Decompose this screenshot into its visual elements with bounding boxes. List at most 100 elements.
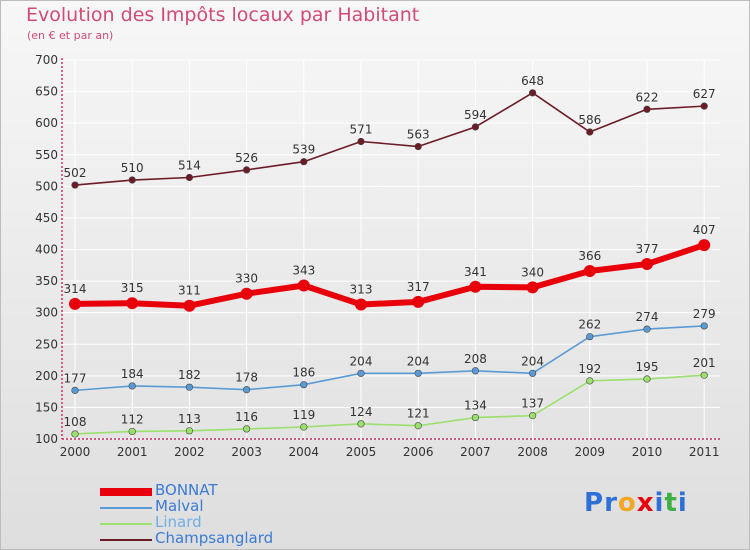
data-point-champsanglard [528, 89, 537, 97]
data-label-malval: 182 [178, 368, 201, 382]
data-point-linard [300, 423, 308, 431]
y-tick-label: 100 [35, 432, 58, 446]
series-line-bonnat [74, 242, 706, 309]
data-point-bonnat [641, 258, 653, 271]
y-tick-label: 700 [35, 53, 58, 67]
logo-letter: x [636, 488, 655, 518]
data-label-bonnat: 314 [64, 282, 87, 296]
logo-letter: o [617, 488, 637, 518]
y-tick-label: 150 [35, 400, 58, 414]
data-label-bonnat: 341 [464, 265, 487, 279]
legend-swatch [100, 523, 152, 525]
data-point-champsanglard [643, 105, 651, 113]
x-tick-label: 2010 [632, 445, 663, 459]
data-label-bonnat: 311 [178, 284, 201, 298]
data-point-linard [471, 413, 480, 422]
data-point-champsanglard [185, 173, 193, 182]
data-point-champsanglard [357, 137, 365, 146]
x-tick-label: 2009 [575, 445, 606, 459]
data-point-bonnat [469, 280, 482, 293]
data-label-malval: 204 [521, 354, 544, 368]
data-label-malval: 178 [235, 371, 258, 385]
data-point-champsanglard [128, 176, 136, 184]
data-label-champsanglard: 648 [521, 74, 544, 88]
chart-subtitle: (en € et par an) [27, 29, 114, 42]
logo-letter: P [584, 488, 605, 518]
y-tick-label: 450 [35, 211, 58, 225]
x-tick-label: 2006 [403, 445, 434, 459]
x-tick-label: 2008 [517, 445, 548, 459]
data-label-bonnat: 340 [521, 265, 544, 279]
y-tick-label: 400 [35, 243, 58, 257]
data-label-linard: 195 [636, 360, 659, 374]
data-point-linard [243, 425, 251, 433]
y-tick-label: 650 [35, 85, 58, 99]
data-point-champsanglard [300, 158, 308, 166]
data-label-champsanglard: 586 [578, 113, 601, 127]
legend-label: Linard [155, 513, 202, 531]
logo-letter: t [664, 488, 678, 518]
legend-swatch [100, 488, 152, 496]
data-label-bonnat: 407 [693, 223, 716, 237]
y-tick-label: 600 [35, 116, 58, 130]
series-line-malval [74, 325, 705, 392]
y-tick-label: 350 [35, 274, 58, 288]
data-point-bonnat [240, 287, 253, 300]
data-label-champsanglard: 622 [636, 90, 659, 104]
data-label-champsanglard: 571 [350, 122, 373, 136]
data-point-linard [643, 375, 651, 383]
data-point-bonnat [583, 264, 596, 277]
data-label-champsanglard: 510 [121, 161, 144, 175]
y-tick-label: 550 [35, 148, 58, 162]
data-point-bonnat [69, 297, 81, 310]
chart-title: Evolution des Impôts locaux par Habitant [26, 4, 420, 26]
data-point-bonnat [297, 279, 310, 292]
data-label-bonnat: 330 [235, 272, 258, 286]
logo-letter: i [654, 488, 665, 518]
logo-letter: r [604, 488, 618, 518]
proxiti-logo: Proxiti [584, 488, 688, 518]
data-label-champsanglard: 627 [693, 87, 716, 101]
data-point-linard [414, 422, 422, 430]
data-label-champsanglard: 539 [292, 143, 315, 157]
data-label-linard: 192 [578, 362, 601, 376]
legend-label: Champsanglard [155, 529, 274, 547]
data-label-linard: 137 [521, 397, 544, 411]
data-label-bonnat: 343 [292, 264, 315, 278]
y-tick-label: 500 [35, 179, 58, 193]
data-point-bonnat [412, 295, 425, 308]
data-label-linard: 119 [292, 408, 315, 422]
data-point-linard [185, 427, 193, 435]
data-label-linard: 113 [178, 412, 201, 426]
data-label-champsanglard: 502 [64, 166, 87, 180]
data-label-linard: 108 [64, 415, 87, 429]
data-label-malval: 204 [350, 354, 373, 368]
data-label-bonnat: 377 [636, 242, 659, 256]
data-point-linard [700, 371, 708, 379]
x-tick-label: 2005 [346, 445, 377, 459]
series-line-champsanglard [74, 92, 705, 186]
y-tick-label: 200 [35, 369, 58, 383]
data-label-linard: 112 [121, 412, 144, 426]
data-point-malval [243, 386, 251, 394]
data-label-malval: 184 [121, 367, 144, 381]
data-point-malval [528, 369, 537, 377]
legend-swatch [100, 507, 152, 509]
data-label-malval: 204 [407, 354, 430, 368]
data-point-malval [357, 369, 365, 377]
data-point-malval [71, 386, 79, 394]
data-point-champsanglard [471, 123, 480, 131]
x-tick-label: 2001 [117, 445, 148, 459]
data-label-malval: 177 [64, 371, 87, 385]
data-label-bonnat: 315 [121, 281, 144, 295]
data-label-bonnat: 313 [350, 282, 373, 296]
data-point-champsanglard [71, 181, 79, 189]
data-point-malval [185, 383, 193, 391]
data-point-champsanglard [414, 142, 422, 151]
data-point-bonnat [183, 299, 196, 312]
data-point-malval [586, 333, 594, 341]
data-point-linard [586, 377, 594, 385]
y-tick-label: 300 [35, 306, 58, 320]
data-label-linard: 124 [350, 405, 373, 419]
